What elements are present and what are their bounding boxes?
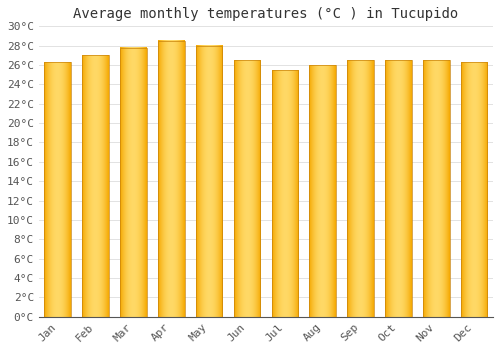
Bar bbox=[158, 41, 184, 317]
Bar bbox=[272, 70, 298, 317]
Bar bbox=[385, 60, 411, 317]
Bar bbox=[234, 60, 260, 317]
Bar bbox=[461, 62, 487, 317]
Bar bbox=[348, 60, 374, 317]
Bar bbox=[120, 48, 146, 317]
Bar bbox=[44, 62, 71, 317]
Title: Average monthly temperatures (°C ) in Tucupido: Average monthly temperatures (°C ) in Tu… bbox=[74, 7, 458, 21]
Bar bbox=[423, 60, 450, 317]
Bar bbox=[82, 55, 109, 317]
Bar bbox=[196, 46, 222, 317]
Bar bbox=[310, 65, 336, 317]
